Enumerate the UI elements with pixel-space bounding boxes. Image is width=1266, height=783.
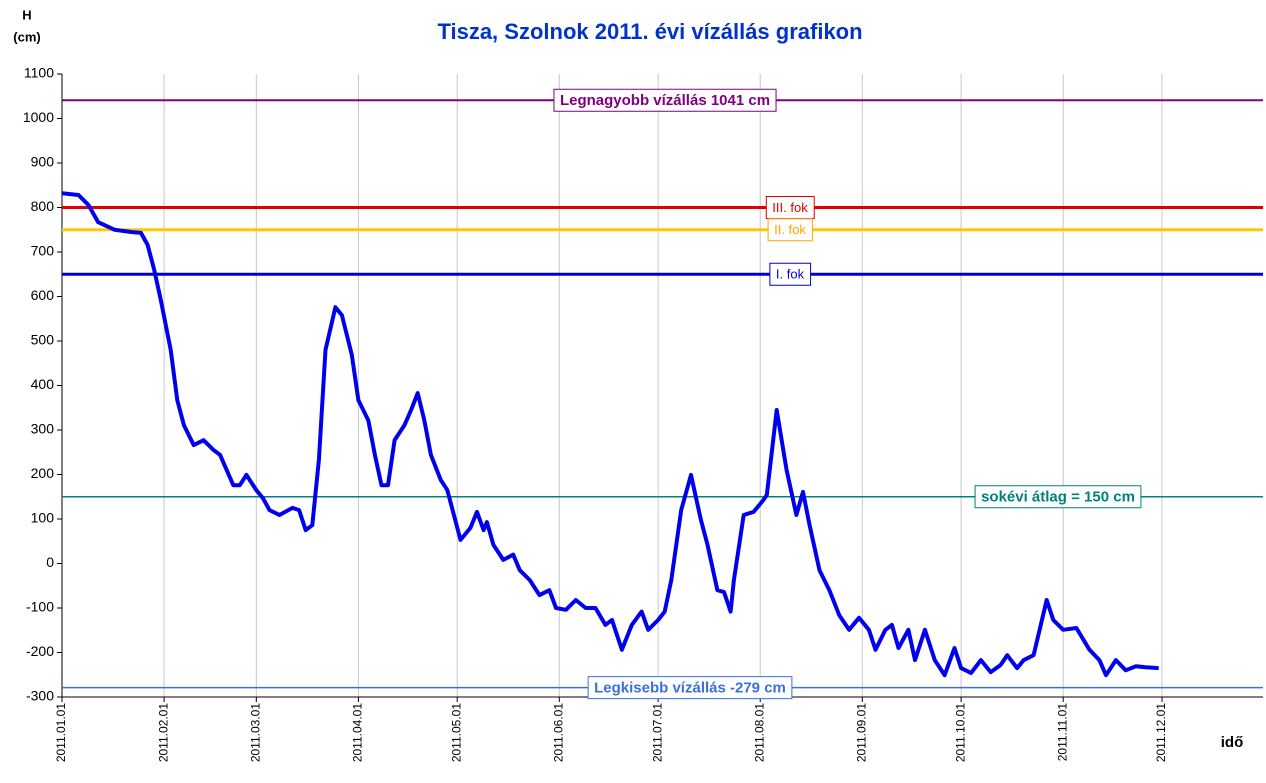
y-tick-label: 400 [31, 376, 55, 392]
label-box [553, 88, 777, 112]
x-tick-label: 2011.04.01 [351, 703, 365, 762]
y-axis-label: (cm) [13, 29, 40, 44]
reference-label: I. fok [769, 262, 812, 286]
reference-label-text: Legkisebb vízállás -279 cm [594, 680, 786, 697]
label-box [974, 485, 1142, 509]
reference-label: Legkisebb vízállás -279 cm [587, 676, 793, 700]
reference-label: III. fok [765, 196, 815, 219]
x-tick-label: 2011.01.01 [54, 703, 68, 762]
series-line [61, 191, 1159, 678]
y-tick-label: 1000 [23, 109, 54, 125]
y-tick-label: 1100 [24, 65, 54, 81]
label-box [769, 262, 812, 286]
x-tick-label: 2011.10.01 [953, 703, 967, 762]
reference-label: II. fok [767, 218, 813, 242]
y-axis-label: H [22, 7, 31, 22]
y-tick-label: 300 [31, 421, 55, 437]
y-tick-label: 700 [31, 243, 55, 259]
x-tick-label: 2011.02.01 [156, 703, 170, 762]
reference-label: Legnagyobb vízállás 1041 cm [553, 88, 777, 112]
y-tick-label: 600 [31, 287, 55, 303]
chart-title: Tisza, Szolnok 2011. évi vízállás grafik… [437, 19, 862, 44]
x-tick-label: 2011.05.01 [449, 703, 463, 762]
reference-label-text: Legnagyobb vízállás 1041 cm [560, 92, 770, 109]
y-tick-label: 800 [31, 198, 55, 214]
label-box [587, 676, 793, 700]
y-tick-label: 900 [31, 154, 55, 170]
x-tick-label: 2011.03.01 [248, 703, 262, 762]
reference-label-text: I. fok [776, 267, 805, 282]
y-tick-label: -100 [26, 599, 54, 615]
reference-label: sokévi átlag = 150 cm [974, 485, 1142, 509]
reference-label-text: sokévi átlag = 150 cm [981, 489, 1135, 506]
reference-label-text: III. fok [772, 200, 808, 215]
reference-label-text: II. fok [774, 222, 806, 237]
x-axis-label: idő [1221, 734, 1244, 751]
y-tick-label: 500 [31, 332, 55, 348]
y-tick-label: -300 [26, 688, 54, 704]
x-tick-label: 2011.12.01 [1154, 703, 1168, 762]
x-tick-label: 2011.09.01 [854, 703, 868, 762]
x-tick-label: 2011.06.01 [551, 703, 565, 762]
label-box [767, 218, 813, 242]
x-tick-label: 2011.11.01 [1055, 703, 1069, 762]
y-tick-label: 0 [46, 554, 54, 570]
x-tick-label: 2011.08.01 [752, 703, 766, 762]
y-tick-label: -200 [26, 643, 54, 659]
y-tick-label: 200 [31, 465, 55, 481]
y-tick-label: 100 [31, 510, 55, 526]
x-tick-label: 2011.07.01 [650, 703, 664, 762]
